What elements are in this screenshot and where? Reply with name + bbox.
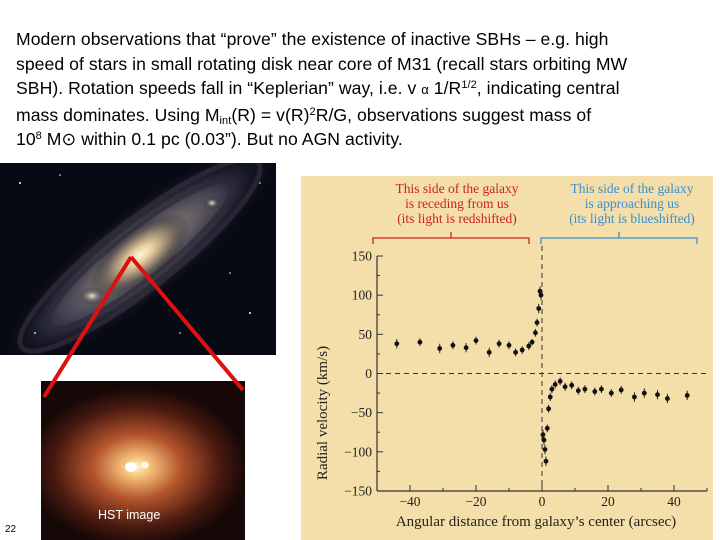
y-tick-label: 50 <box>359 327 373 342</box>
data-point <box>463 345 469 351</box>
data-point <box>506 342 512 348</box>
axes-layer: 150 100 50 0 −50 −100 −150 −40 −20 0 20 40 <box>344 246 708 509</box>
y-tick-label: −100 <box>344 444 372 459</box>
hst-image-label: HST image <box>98 508 161 522</box>
points-layer <box>394 286 690 466</box>
data-point <box>582 386 588 392</box>
receding-annotation-line2: is receding from us <box>405 196 509 211</box>
data-point <box>569 382 575 388</box>
exponent: 2 <box>309 105 316 118</box>
text-run: SBH). Rotation speeds fall in “Keplerian… <box>16 78 422 98</box>
data-point <box>542 447 548 452</box>
slide-paragraph: Modern observations that “prove” the exi… <box>16 27 712 152</box>
y-tick-label: 100 <box>352 288 373 303</box>
andromeda-galaxy-image <box>0 163 276 355</box>
data-point <box>541 437 547 443</box>
approaching-bracket <box>540 237 698 244</box>
y-tick-label: −50 <box>351 405 372 420</box>
data-point <box>486 349 492 355</box>
text-run: M⊙ within 0.1 pc (0.03”). But no AGN act… <box>41 129 403 149</box>
exponent: 1/2 <box>461 79 477 91</box>
x-tick-label: −20 <box>465 494 486 509</box>
data-point <box>641 390 647 396</box>
subscript: int <box>219 114 232 127</box>
paragraph-line-4: mass dominates. Using Mint(R) = v(R)2R/G… <box>16 103 712 128</box>
data-point <box>575 388 581 394</box>
data-point <box>540 432 546 437</box>
data-point <box>437 346 443 351</box>
data-point <box>513 349 518 355</box>
receding-annotation-line3: (its light is redshifted) <box>397 211 517 226</box>
data-point <box>618 387 624 393</box>
data-point <box>592 389 598 394</box>
data-point <box>536 306 542 311</box>
data-point <box>684 393 690 398</box>
hst-core-image <box>41 381 245 540</box>
data-point <box>632 394 637 400</box>
y-tick-label: −150 <box>344 484 372 499</box>
y-axis-label: Radial velocity (km/s) <box>315 346 331 480</box>
data-point <box>519 347 525 353</box>
data-point <box>538 292 544 298</box>
data-point <box>547 394 553 400</box>
text-run: mass dominates. Using M <box>16 104 220 125</box>
paragraph-line-2: speed of stars in small rotating disk ne… <box>16 52 712 77</box>
data-point <box>557 378 563 384</box>
data-point <box>533 330 538 336</box>
data-point <box>543 458 549 464</box>
alpha-symbol: α <box>421 82 429 97</box>
text-run: (R) = v(R) <box>231 104 310 125</box>
x-tick-label: −40 <box>399 494 420 509</box>
data-point <box>552 382 558 387</box>
text-run: speed of stars in small rotating disk ne… <box>16 53 628 74</box>
text-run: R/G, observations suggest mass of <box>315 104 592 125</box>
data-point <box>562 384 568 390</box>
data-point <box>549 386 555 392</box>
approaching-annotation-line3: (its light is blueshifted) <box>569 211 695 226</box>
y-tick-label: 150 <box>352 249 373 264</box>
text-run: 10 <box>16 129 36 149</box>
data-point <box>529 339 535 345</box>
data-point <box>496 341 502 347</box>
data-point <box>526 343 532 349</box>
x-tick-label: 40 <box>667 494 681 509</box>
chart-svg: This side of the galaxy is receding from… <box>315 181 708 530</box>
x-tick-label: 20 <box>601 494 615 509</box>
text-run: , indicating central <box>476 78 620 98</box>
slide-number: 22 <box>5 524 17 535</box>
approaching-annotation-line2: is approaching us <box>585 196 679 211</box>
data-point <box>599 386 604 392</box>
data-point <box>544 425 550 431</box>
data-point <box>546 406 551 412</box>
paragraph-line-1: Modern observations that “prove” the exi… <box>16 27 712 52</box>
paragraph-line-5: 108 M⊙ within 0.1 pc (0.03”). But no AGN… <box>16 127 712 152</box>
rotation-curve-chart: This side of the galaxy is receding from… <box>301 176 713 540</box>
data-point <box>608 390 614 396</box>
text-run: Modern observations that “prove” the exi… <box>16 29 609 49</box>
x-tick-label: 0 <box>539 494 546 509</box>
paragraph-line-3: SBH). Rotation speeds fall in “Keplerian… <box>16 76 712 103</box>
data-point <box>450 342 456 348</box>
data-point <box>473 338 479 343</box>
x-axis-label: Angular distance from galaxy’s center (a… <box>396 514 676 530</box>
y-tick-label: 0 <box>365 366 372 381</box>
data-point <box>394 341 400 347</box>
text-run: 1/R <box>428 78 462 98</box>
receding-bracket <box>372 237 530 244</box>
data-point <box>417 339 423 345</box>
exponent: 8 <box>35 130 42 142</box>
approaching-annotation-line1: This side of the galaxy <box>571 181 694 196</box>
data-point <box>655 392 660 398</box>
data-point <box>534 320 540 325</box>
data-point <box>665 396 670 401</box>
receding-annotation-line1: This side of the galaxy <box>396 181 519 196</box>
